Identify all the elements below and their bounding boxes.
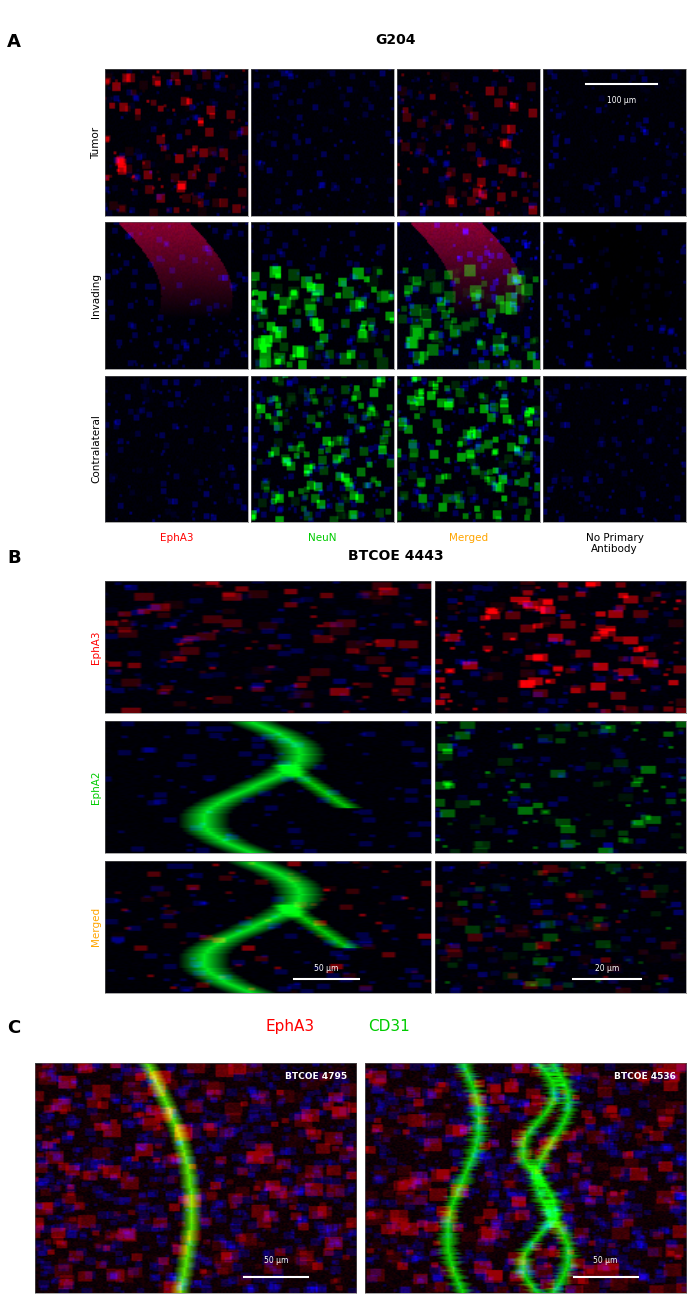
Text: 50 μm: 50 μm [314,964,339,973]
Text: 20 μm: 20 μm [595,964,619,973]
Text: Tumor: Tumor [92,127,102,158]
Text: Merged: Merged [92,908,102,946]
Text: 50 μm: 50 μm [594,1256,618,1266]
Text: B: B [7,549,20,567]
Text: EphA2: EphA2 [92,771,102,803]
Text: EphA3: EphA3 [266,1019,315,1033]
Text: G204: G204 [375,33,416,47]
Text: A: A [7,33,21,51]
Text: 100 μm: 100 μm [608,95,636,104]
Text: BTCOE 4795: BTCOE 4795 [284,1072,346,1081]
Text: No Primary
Antibody: No Primary Antibody [586,533,643,555]
Text: BTCOE 4443: BTCOE 4443 [348,549,443,563]
Text: Invading: Invading [92,273,102,319]
Text: 50 μm: 50 μm [264,1256,288,1266]
Text: C: C [7,1019,20,1037]
Text: Contralateral: Contralateral [92,414,102,483]
Text: EphA3: EphA3 [92,631,102,663]
Text: Merged: Merged [449,533,488,543]
Text: CD31: CD31 [368,1019,409,1033]
Text: NeuN: NeuN [308,533,337,543]
Text: BTCOE 4536: BTCOE 4536 [615,1072,676,1081]
Text: EphA3: EphA3 [160,533,193,543]
